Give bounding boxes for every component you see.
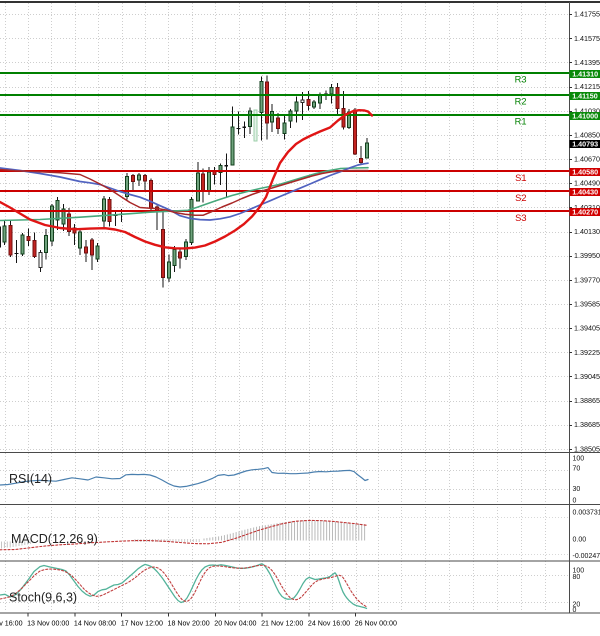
svg-text:1.40490: 1.40490	[574, 179, 600, 188]
svg-text:18 Nov 20:00: 18 Nov 20:00	[168, 620, 210, 628]
svg-text:S3: S3	[515, 213, 526, 223]
svg-text:1.41310: 1.41310	[572, 69, 598, 78]
svg-text:R1: R1	[515, 117, 527, 127]
svg-text:MACD(12,26,9): MACD(12,26,9)	[11, 532, 98, 546]
svg-text:1.40270: 1.40270	[572, 207, 598, 216]
svg-text:80: 80	[573, 574, 581, 581]
svg-text:0.003731: 0.003731	[573, 510, 600, 517]
svg-text:1.41000: 1.41000	[572, 111, 598, 120]
svg-text:1.39585: 1.39585	[574, 300, 600, 309]
svg-text:1.39225: 1.39225	[574, 348, 600, 357]
svg-text:1.41150: 1.41150	[572, 91, 598, 100]
svg-text:13 Nov 00:00: 13 Nov 00:00	[27, 620, 69, 628]
svg-text:0: 0	[573, 498, 577, 505]
svg-text:Stoch(9,6,3): Stoch(9,6,3)	[9, 591, 77, 605]
svg-text:30: 30	[573, 486, 581, 493]
svg-text:1.40850: 1.40850	[574, 130, 600, 139]
svg-text:70: 70	[573, 466, 581, 473]
svg-text:1.41395: 1.41395	[574, 58, 600, 67]
svg-text:1.39045: 1.39045	[574, 372, 600, 381]
svg-text:26 Nov 00:00: 26 Nov 00:00	[355, 620, 397, 628]
svg-text:1.38865: 1.38865	[574, 396, 600, 405]
svg-text:1.41575: 1.41575	[574, 34, 600, 43]
svg-text:100: 100	[573, 456, 585, 463]
svg-text:R3: R3	[515, 75, 527, 85]
svg-text:1.39405: 1.39405	[574, 324, 600, 333]
svg-text:1.40793: 1.40793	[572, 139, 598, 148]
svg-text:12 Nov 16:00: 12 Nov 16:00	[0, 620, 23, 628]
svg-text:24 Nov 16:00: 24 Nov 16:00	[308, 620, 350, 628]
svg-text:RSI(14): RSI(14)	[9, 472, 52, 486]
svg-text:1.38505: 1.38505	[574, 444, 600, 453]
svg-text:0.00: 0.00	[573, 537, 587, 544]
svg-text:20 Nov 04:00: 20 Nov 04:00	[214, 620, 256, 628]
svg-text:14 Nov 08:00: 14 Nov 08:00	[74, 620, 116, 628]
svg-text:1.40580: 1.40580	[572, 167, 598, 176]
svg-text:R2: R2	[515, 97, 527, 107]
svg-text:1.38685: 1.38685	[574, 420, 600, 429]
svg-text:0: 0	[573, 607, 577, 614]
svg-text:1.40670: 1.40670	[574, 155, 600, 164]
svg-text:S2: S2	[515, 193, 526, 203]
svg-text:1.39770: 1.39770	[574, 275, 600, 284]
svg-text:1.41215: 1.41215	[574, 82, 600, 91]
svg-text:17 Nov 12:00: 17 Nov 12:00	[121, 620, 163, 628]
svg-text:1.40130: 1.40130	[574, 227, 600, 236]
svg-text:1.39950: 1.39950	[574, 251, 600, 260]
svg-text:S1: S1	[515, 173, 526, 183]
svg-text:1.40430: 1.40430	[572, 187, 598, 196]
svg-text:21 Nov 12:00: 21 Nov 12:00	[261, 620, 303, 628]
svg-text:1.41755: 1.41755	[574, 10, 600, 19]
svg-text:-0.002473: -0.002473	[573, 553, 600, 560]
